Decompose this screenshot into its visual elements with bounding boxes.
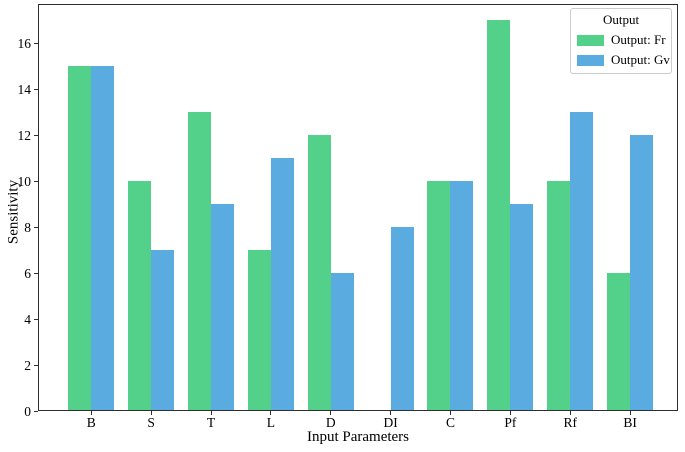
bar-fr-d xyxy=(308,135,331,411)
x-tick-mark xyxy=(270,411,272,415)
bar-gv-pf xyxy=(510,204,533,411)
bar-fr-t xyxy=(188,112,211,411)
bar-gv-di xyxy=(391,227,414,411)
y-tick-mark xyxy=(34,410,38,412)
legend: Output Output: Fr Output: Gv xyxy=(570,8,672,74)
x-tick-mark xyxy=(330,411,332,415)
x-tick-label: DI xyxy=(383,415,398,430)
x-tick-mark xyxy=(390,411,392,415)
x-tick-label: C xyxy=(445,415,455,430)
x-tick-mark xyxy=(210,411,212,415)
bar-gv-l xyxy=(271,158,294,411)
legend-item-fr: Output: Fr xyxy=(577,32,666,48)
x-tick-label: Rf xyxy=(563,415,577,430)
legend-title: Output xyxy=(602,12,640,27)
legend-item-gv: Output: Gv xyxy=(577,52,670,68)
bar-gv-t xyxy=(211,204,234,411)
plot-area xyxy=(38,4,678,411)
y-tick-mark xyxy=(34,226,38,228)
x-tick-mark xyxy=(569,411,571,415)
y-tick-label: 0 xyxy=(24,403,31,419)
bar-gv-c xyxy=(450,181,473,411)
bar-fr-c xyxy=(427,181,450,411)
legend-swatch-gv xyxy=(577,54,604,66)
legend-label-gv: Output: Gv xyxy=(611,52,670,67)
y-tick-label: 8 xyxy=(24,219,31,235)
x-tick-label: Pf xyxy=(504,415,517,430)
y-tick-mark xyxy=(34,272,38,274)
x-tick-label: S xyxy=(147,415,155,430)
y-tick-label: 16 xyxy=(17,35,32,51)
x-tick-mark xyxy=(90,411,92,415)
bar-fr-bi xyxy=(607,273,630,411)
x-tick-label: BI xyxy=(623,415,637,430)
bar-fr-b xyxy=(68,66,91,411)
y-tick-label: 6 xyxy=(24,265,31,281)
bar-fr-rf xyxy=(547,181,570,411)
bar-gv-d xyxy=(331,273,354,411)
bar-fr-l xyxy=(248,250,271,411)
bar-fr-pf xyxy=(487,20,510,411)
x-tick-label: B xyxy=(86,415,96,430)
legend-label-fr: Output: Fr xyxy=(611,32,666,47)
x-axis-title: Input Parameters xyxy=(306,429,410,445)
y-tick-label: 12 xyxy=(17,127,32,143)
x-tick-label: D xyxy=(325,415,336,430)
bar-gv-b xyxy=(91,66,114,411)
x-tick-mark xyxy=(150,411,152,415)
bar-gv-bi xyxy=(630,135,653,411)
x-tick-mark xyxy=(629,411,631,415)
y-tick-mark xyxy=(34,364,38,366)
x-tick-label: T xyxy=(206,415,216,430)
y-tick-label: 10 xyxy=(17,173,32,189)
x-tick-label: L xyxy=(266,415,275,430)
x-tick-mark xyxy=(449,411,451,415)
bar-gv-s xyxy=(151,250,174,411)
bar-gv-rf xyxy=(570,112,593,411)
y-tick-label: 2 xyxy=(24,357,31,373)
y-tick-mark xyxy=(34,42,38,44)
bar-fr-s xyxy=(128,181,151,411)
x-tick-mark xyxy=(509,411,511,415)
y-tick-mark xyxy=(34,88,38,90)
y-tick-mark xyxy=(34,180,38,182)
legend-swatch-fr xyxy=(577,34,604,46)
y-tick-mark xyxy=(34,134,38,136)
y-tick-label: 4 xyxy=(24,311,31,327)
y-tick-label: 14 xyxy=(17,81,32,97)
y-tick-mark xyxy=(34,318,38,320)
